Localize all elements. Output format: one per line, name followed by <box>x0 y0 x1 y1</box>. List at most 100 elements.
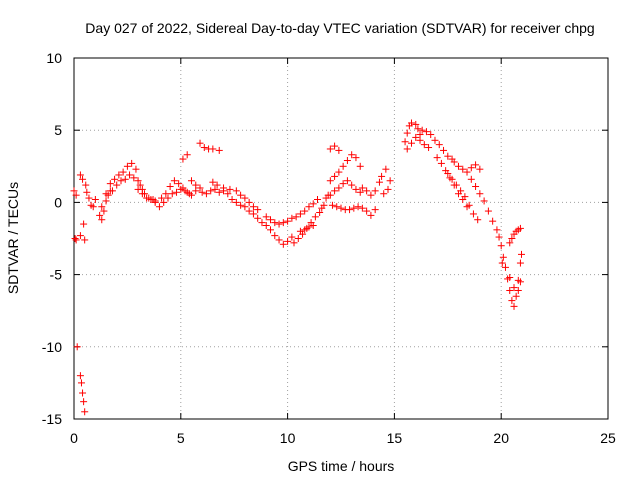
data-point <box>335 146 343 154</box>
data-point <box>311 213 319 221</box>
data-point <box>123 162 131 170</box>
data-point <box>258 219 266 227</box>
data-point <box>119 168 127 176</box>
data-point <box>514 286 522 294</box>
data-point <box>465 201 473 209</box>
data-point <box>290 239 298 247</box>
data-point <box>113 181 121 189</box>
data-point <box>403 129 411 137</box>
data-point <box>134 185 142 193</box>
data-point <box>237 201 245 209</box>
data-point <box>185 190 193 198</box>
data-point <box>215 146 223 154</box>
data-point <box>301 207 309 215</box>
data-point <box>111 175 119 183</box>
data-point <box>143 194 151 202</box>
plot-frame <box>73 57 609 420</box>
data-point <box>363 187 371 195</box>
data-point <box>175 180 183 188</box>
data-point <box>371 206 379 214</box>
data-point <box>209 145 217 153</box>
data-point <box>356 188 364 196</box>
data-point <box>467 175 475 183</box>
data-point <box>284 217 292 225</box>
data-point <box>128 159 136 167</box>
data-point <box>309 222 317 230</box>
data-point <box>510 302 518 310</box>
data-point <box>262 213 270 221</box>
data-point <box>435 141 443 149</box>
data-point <box>132 165 140 173</box>
data-point <box>343 177 351 185</box>
data-point <box>245 198 253 206</box>
data-point <box>262 222 270 230</box>
data-point <box>339 162 347 170</box>
data-point <box>80 220 88 228</box>
data-point <box>335 184 343 192</box>
data-point <box>267 226 275 234</box>
data-point <box>356 162 364 170</box>
data-point <box>76 232 84 240</box>
data-point <box>367 211 375 219</box>
data-point <box>173 188 181 196</box>
data-point <box>249 210 257 218</box>
data-point <box>100 207 108 215</box>
data-point <box>350 204 358 212</box>
x-tick-label: 20 <box>493 430 509 446</box>
data-point <box>337 204 345 212</box>
x-axis-label: GPS time / hours <box>288 458 395 474</box>
data-point <box>267 216 275 224</box>
data-point <box>271 232 279 240</box>
data-point <box>96 211 104 219</box>
data-point <box>85 194 93 202</box>
data-point <box>254 214 262 222</box>
data-point <box>516 259 524 267</box>
data-point <box>241 194 249 202</box>
data-point <box>358 184 366 192</box>
y-tick-label: 10 <box>46 50 62 66</box>
data-point <box>375 178 383 186</box>
data-point <box>292 213 300 221</box>
data-point <box>134 177 142 185</box>
data-point <box>213 181 221 189</box>
data-point <box>386 177 394 185</box>
data-point <box>461 193 469 201</box>
data-point <box>484 207 492 215</box>
data-point <box>352 185 360 193</box>
data-point <box>275 220 283 228</box>
data-point <box>72 236 80 244</box>
data-point <box>506 286 514 294</box>
data-point <box>444 170 452 178</box>
data-point <box>326 145 334 153</box>
data-point <box>288 233 296 241</box>
x-tick-label: 25 <box>600 430 616 446</box>
axis-ticks: 0 5 10 15 20 25 -15 -10 -5 0 5 10 <box>42 50 616 446</box>
data-point <box>102 190 110 198</box>
data-point <box>279 219 287 227</box>
data-point <box>358 204 366 212</box>
data-point <box>512 292 520 300</box>
x-tick-label: 5 <box>177 430 185 446</box>
data-point <box>232 198 240 206</box>
data-point <box>414 125 422 133</box>
data-point <box>472 183 480 191</box>
data-point <box>348 181 356 189</box>
data-point <box>237 191 245 199</box>
data-point <box>416 136 424 144</box>
y-tick-label: 5 <box>54 122 62 138</box>
data-point <box>506 239 514 247</box>
y-tick-label: 0 <box>54 194 62 210</box>
data-point <box>187 177 195 185</box>
data-point <box>164 194 172 202</box>
data-point <box>517 250 525 258</box>
data-point <box>220 184 228 192</box>
data-point <box>433 154 441 162</box>
data-point <box>346 206 354 214</box>
data-point <box>450 158 458 166</box>
data-point <box>98 216 106 224</box>
data-point <box>508 297 516 305</box>
y-tick-label: -15 <box>42 411 62 427</box>
data-point <box>412 133 420 141</box>
data-point <box>136 181 144 189</box>
data-point <box>301 226 309 234</box>
